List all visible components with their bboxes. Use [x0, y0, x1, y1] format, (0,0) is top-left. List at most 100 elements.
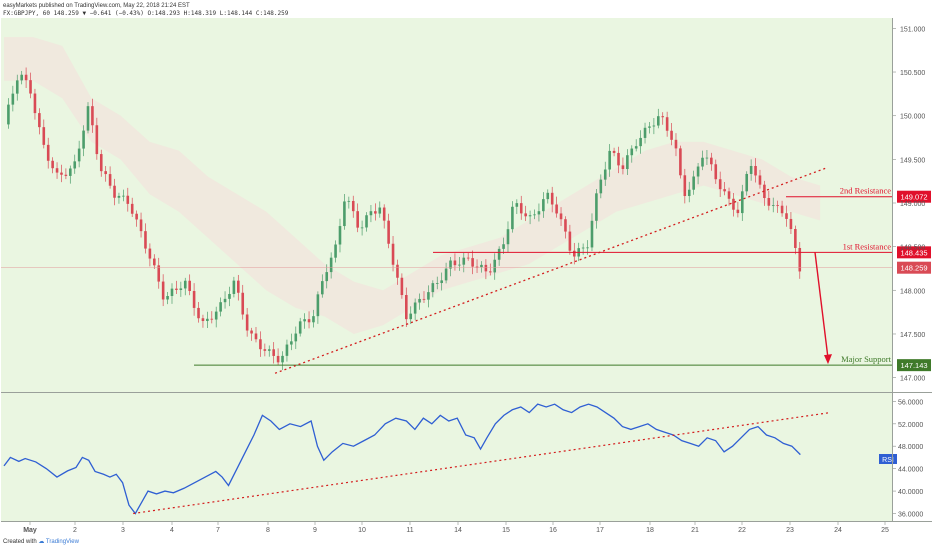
- price-tag-label: 149.072: [900, 193, 927, 202]
- cloud-area: [4, 37, 821, 334]
- candle-body: [572, 250, 576, 257]
- candle-body: [643, 127, 647, 138]
- candle-body: [692, 176, 695, 190]
- candle-body: [546, 192, 550, 200]
- candle-body: [444, 268, 448, 281]
- candle-body: [338, 226, 342, 245]
- candle-body: [153, 258, 156, 266]
- candle-body: [400, 277, 404, 296]
- candle-body: [749, 165, 753, 174]
- candle-body: [29, 80, 32, 94]
- time-tick-label: 4: [170, 527, 174, 534]
- candle-body: [422, 298, 426, 300]
- candle-body: [276, 355, 280, 363]
- candle-body: [732, 198, 735, 210]
- candle-body: [497, 248, 501, 260]
- level-lines: 2nd Resistance 149.072 1st Resistance 148.4…: [1, 186, 931, 372]
- candle-body: [471, 258, 474, 267]
- candle-body: [418, 298, 421, 303]
- candle-body: [661, 116, 665, 118]
- price-tag-label: 148.435: [900, 248, 927, 257]
- rsi-tick-label: 40.0000: [898, 489, 923, 496]
- candle-body: [237, 280, 240, 293]
- candle-body: [38, 113, 41, 128]
- candle-body: [409, 313, 413, 320]
- candle-body: [329, 257, 333, 273]
- price-tick-label: 148.500: [900, 245, 925, 252]
- candle-body: [117, 195, 121, 198]
- candle-body: [334, 244, 337, 258]
- price-tag-bg: [897, 246, 931, 259]
- candle-body: [378, 207, 382, 214]
- level-label: 2nd Resistance: [840, 186, 891, 196]
- candle-body: [316, 294, 320, 317]
- candle-body: [652, 125, 656, 127]
- candle-body: [387, 220, 390, 244]
- candle-body: [210, 318, 214, 320]
- candle-body: [405, 295, 408, 320]
- price-candles: [7, 67, 802, 370]
- ichimoku-cloud: [4, 37, 821, 334]
- candle-body: [670, 130, 673, 140]
- rsi-tick-label: 52.0000: [898, 422, 923, 429]
- candle-body: [683, 175, 687, 197]
- candle-body: [710, 157, 713, 165]
- candle-body: [188, 280, 191, 291]
- candle-body: [99, 154, 103, 172]
- candle-body: [15, 80, 19, 94]
- candle-body: [60, 172, 63, 175]
- candle-body: [382, 207, 386, 221]
- time-tick-label: 14: [454, 527, 462, 534]
- candle-body: [214, 311, 218, 320]
- candle-body: [20, 74, 23, 81]
- candle-body: [502, 244, 505, 249]
- candle-body: [192, 290, 196, 308]
- candle-body: [139, 219, 143, 232]
- candle-body: [701, 157, 704, 167]
- candle-body: [130, 203, 134, 214]
- candle-body: [767, 198, 771, 206]
- candle-body: [312, 316, 315, 323]
- candle-body: [197, 307, 200, 319]
- price-tick-label: 147.500: [900, 332, 925, 339]
- candle-body: [758, 175, 762, 185]
- price-tag-bg: [897, 190, 931, 203]
- tradingview-logo-icon[interactable]: ☁: [38, 539, 45, 545]
- time-tick-label: May: [23, 527, 37, 534]
- candle-body: [431, 283, 435, 293]
- candle-body: [506, 229, 510, 245]
- candle-body: [343, 201, 346, 227]
- candle-body: [679, 148, 682, 176]
- price-tick-label: 149.500: [900, 157, 925, 164]
- candle-body: [259, 339, 262, 350]
- candle-body: [11, 93, 15, 105]
- candle-body: [771, 205, 775, 206]
- candle-body: [245, 314, 249, 331]
- candle-body: [82, 130, 85, 149]
- candle-body: [294, 333, 298, 342]
- candle-body: [626, 155, 629, 170]
- candle-body: [537, 211, 541, 215]
- candle-body: [33, 93, 37, 114]
- rsi-plot-bg: [1, 393, 892, 521]
- candle-body: [780, 205, 784, 214]
- candle-body: [612, 150, 616, 153]
- candle-body: [166, 295, 169, 300]
- candle-body: [144, 231, 147, 249]
- candle-body: [630, 148, 634, 156]
- candle-body: [466, 257, 470, 259]
- candle-body: [325, 272, 329, 282]
- candle-body: [621, 165, 625, 170]
- time-tick-label: 21: [691, 527, 699, 534]
- rsi-tick-label: 36.0000: [898, 512, 923, 519]
- candle-body: [95, 125, 99, 155]
- candle-body: [794, 229, 797, 248]
- candle-body: [714, 164, 718, 180]
- candle-body: [550, 192, 554, 205]
- candle-body: [157, 265, 161, 282]
- candle-body: [104, 171, 107, 175]
- candle-body: [586, 247, 589, 249]
- candle-body: [365, 215, 368, 228]
- tradingview-brand[interactable]: TradingView: [45, 539, 79, 545]
- projection-arrow-shaft: [814, 252, 829, 359]
